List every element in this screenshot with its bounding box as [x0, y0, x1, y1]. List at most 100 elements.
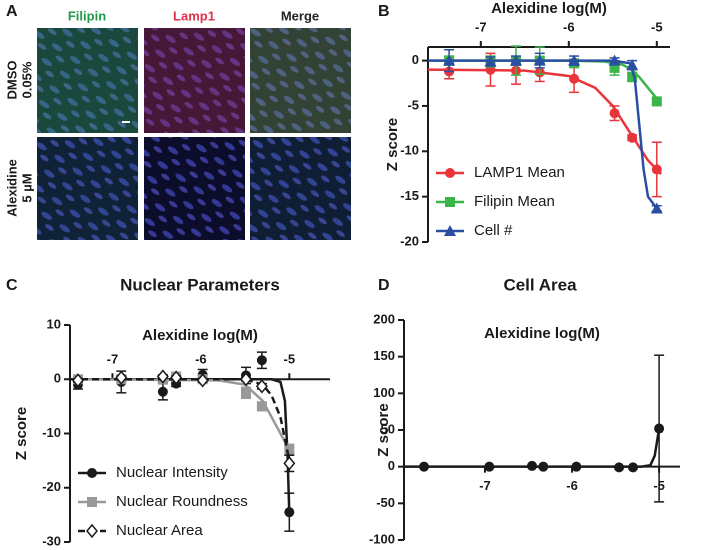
x-tick-label: -7: [479, 478, 491, 493]
marker: [256, 355, 267, 366]
chart-title: Nuclear Parameters: [120, 275, 280, 294]
x-tick-label: -7: [475, 19, 487, 34]
legend-label: Cell #: [474, 222, 513, 239]
marker: [484, 55, 497, 67]
legend-marker: [87, 468, 97, 478]
x-tick-label: -6: [195, 352, 207, 367]
legend-label: Nuclear Intensity: [116, 464, 228, 481]
y-tick-label: -30: [42, 533, 61, 548]
micrograph: [37, 137, 138, 240]
y-axis-label: Z score: [375, 403, 392, 456]
marker: [283, 456, 296, 471]
column-label: Merge: [281, 8, 319, 23]
panel-letter: A: [6, 3, 18, 20]
marker: [627, 71, 638, 82]
y-tick-label: -5: [407, 97, 419, 112]
marker: [533, 54, 546, 66]
x-tick-label: -7: [107, 352, 119, 367]
y-tick-label: 150: [373, 348, 395, 363]
marker: [157, 386, 168, 397]
y-tick-label: 0: [388, 458, 395, 473]
y-tick-label: 0: [412, 52, 419, 67]
marker: [626, 59, 639, 71]
micrograph-overlay: [250, 28, 351, 133]
micrograph: [144, 28, 245, 133]
marker: [627, 462, 638, 473]
micrograph-overlay: [37, 137, 138, 240]
y-axis-label: Z score: [384, 118, 401, 171]
scale-bar: [122, 121, 130, 123]
marker: [284, 507, 295, 518]
micrograph: [144, 137, 245, 240]
y-axis-label: Z score: [13, 407, 30, 460]
marker: [609, 108, 620, 119]
legend-label: Nuclear Roundness: [116, 493, 248, 510]
y-tick-label: 10: [47, 316, 61, 331]
row-label: 0.05%: [19, 61, 34, 98]
fit-curve: [428, 59, 658, 210]
marker: [538, 461, 549, 472]
legend-marker: [444, 225, 456, 236]
marker: [654, 423, 665, 434]
x-tick-label: -6: [563, 19, 575, 34]
y-tick-label: 200: [373, 311, 395, 326]
y-tick-label: -50: [376, 495, 395, 510]
marker: [568, 54, 581, 66]
marker: [609, 62, 620, 73]
marker: [484, 461, 495, 472]
marker: [569, 73, 580, 84]
marker: [614, 462, 625, 473]
micrograph: [250, 137, 351, 240]
micrograph: [250, 28, 351, 133]
y-tick-label: 100: [373, 385, 395, 400]
micrograph-overlay: [250, 137, 351, 240]
marker: [627, 132, 638, 143]
legend-label: LAMP1 Mean: [474, 164, 565, 181]
y-tick-label: -20: [400, 233, 419, 248]
marker: [156, 369, 169, 384]
legend-label: Nuclear Area: [116, 522, 203, 539]
x-axis-label: Alexidine log(M): [491, 0, 607, 17]
marker: [608, 54, 621, 66]
marker: [256, 401, 267, 412]
x-axis-label: Alexidine log(M): [484, 325, 600, 342]
panel-letter: C: [6, 277, 18, 294]
legend-marker: [86, 523, 98, 539]
marker: [651, 96, 662, 107]
fit-curve: [428, 59, 658, 100]
marker: [510, 54, 522, 66]
marker: [255, 379, 268, 394]
y-tick-label: 50: [381, 421, 395, 436]
marker: [196, 373, 209, 388]
marker: [651, 164, 662, 175]
marker: [443, 54, 456, 66]
marker: [571, 461, 582, 472]
marker: [284, 444, 295, 455]
y-tick-label: -20: [42, 479, 61, 494]
marker: [526, 460, 537, 471]
y-tick-label: -10: [400, 143, 419, 158]
micrograph: [37, 28, 138, 133]
marker: [115, 370, 128, 385]
row-label: DMSO: [4, 61, 19, 100]
micrograph-grid: [37, 28, 351, 240]
chart-title: Cell Area: [503, 275, 577, 294]
row-label: 5 µM: [19, 173, 34, 202]
x-tick-label: -6: [566, 478, 578, 493]
y-tick-label: -15: [400, 188, 419, 203]
y-tick-label: -10: [42, 425, 61, 440]
micrograph-overlay: [37, 28, 138, 133]
fit-curve: [404, 428, 661, 468]
panel-letter: D: [378, 277, 390, 294]
row-label: Alexidine: [4, 159, 19, 217]
micrograph-overlay: [144, 28, 245, 133]
y-tick-label: -100: [369, 531, 395, 546]
legend-marker: [445, 168, 455, 178]
legend-marker: [87, 497, 97, 507]
fit-curve: [70, 378, 291, 461]
fit-curve: [69, 378, 291, 451]
fit-curve: [427, 68, 663, 175]
marker: [240, 372, 252, 387]
